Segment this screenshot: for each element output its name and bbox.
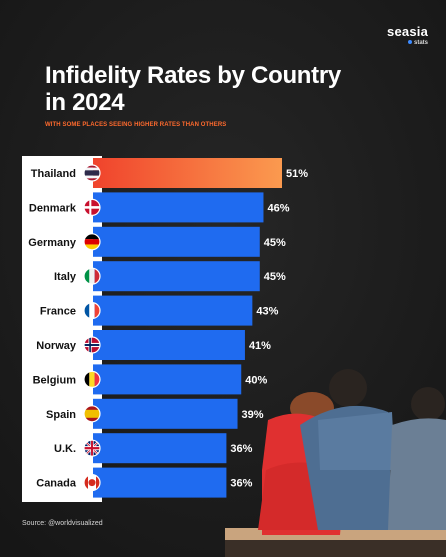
value-label: 45% <box>264 237 286 249</box>
denmark-flag-icon <box>84 199 100 216</box>
category-label: Italy <box>54 271 77 283</box>
germany-flag-icon <box>84 233 100 250</box>
norway-flag-icon <box>84 337 100 353</box>
flag-ring <box>83 267 101 285</box>
bar-denmark <box>93 192 264 223</box>
canada-flag-icon <box>84 474 100 491</box>
bar-france <box>93 295 253 326</box>
bar-norway <box>93 330 245 360</box>
bar-germany <box>93 226 260 257</box>
brand-sub: stats <box>387 40 428 46</box>
brand-dot-icon <box>407 40 412 45</box>
category-label: France <box>40 306 76 318</box>
flag-ring <box>83 474 101 492</box>
chart-title: Infidelity Rates by Country in 2024 <box>45 62 341 116</box>
category-label: Canada <box>36 478 77 490</box>
belgium-flag-icon <box>84 371 100 388</box>
category-label: Norway <box>36 340 77 352</box>
source-credit: Source: @worldvisualized <box>22 520 103 527</box>
bar-canada <box>93 467 227 498</box>
spain-flag-icon <box>84 405 100 422</box>
category-label: Thailand <box>31 168 76 180</box>
flag-ring <box>83 439 101 457</box>
chart-subtitle: WITH SOME PLACES SEEING HIGHER RATES THA… <box>45 122 227 128</box>
value-label: 40% <box>245 374 267 386</box>
value-label: 36% <box>230 443 252 455</box>
flag-ring <box>83 164 101 182</box>
value-label: 41% <box>249 340 271 352</box>
category-label: Belgium <box>33 374 77 386</box>
bar-italy <box>93 261 260 292</box>
value-label: 46% <box>267 202 289 214</box>
flag-ring <box>83 198 101 216</box>
category-label: U.K. <box>54 443 76 455</box>
category-label: Denmark <box>29 202 77 214</box>
value-label: 45% <box>264 271 286 283</box>
flag-ring <box>83 233 101 251</box>
bar-thailand <box>93 158 282 188</box>
category-label: Spain <box>46 409 76 421</box>
brand-logo: seasia stats <box>387 24 428 46</box>
thailand-flag-icon <box>84 165 100 181</box>
brand-sub-label: stats <box>413 40 428 46</box>
france-flag-icon <box>84 302 100 319</box>
bar-uk <box>93 433 227 464</box>
flag-ring <box>83 405 101 423</box>
category-label: Germany <box>28 237 77 249</box>
value-label: 51% <box>286 168 308 180</box>
value-label: 43% <box>256 306 278 318</box>
flag-ring <box>83 302 101 320</box>
bar-spain <box>93 398 238 429</box>
flag-ring <box>83 370 101 388</box>
value-label: 39% <box>242 409 264 421</box>
value-label: 36% <box>230 478 252 490</box>
bar-belgium <box>93 364 242 395</box>
flag-ring <box>83 336 101 354</box>
brand-name: seasia <box>387 24 428 39</box>
italy-flag-icon <box>84 268 100 285</box>
